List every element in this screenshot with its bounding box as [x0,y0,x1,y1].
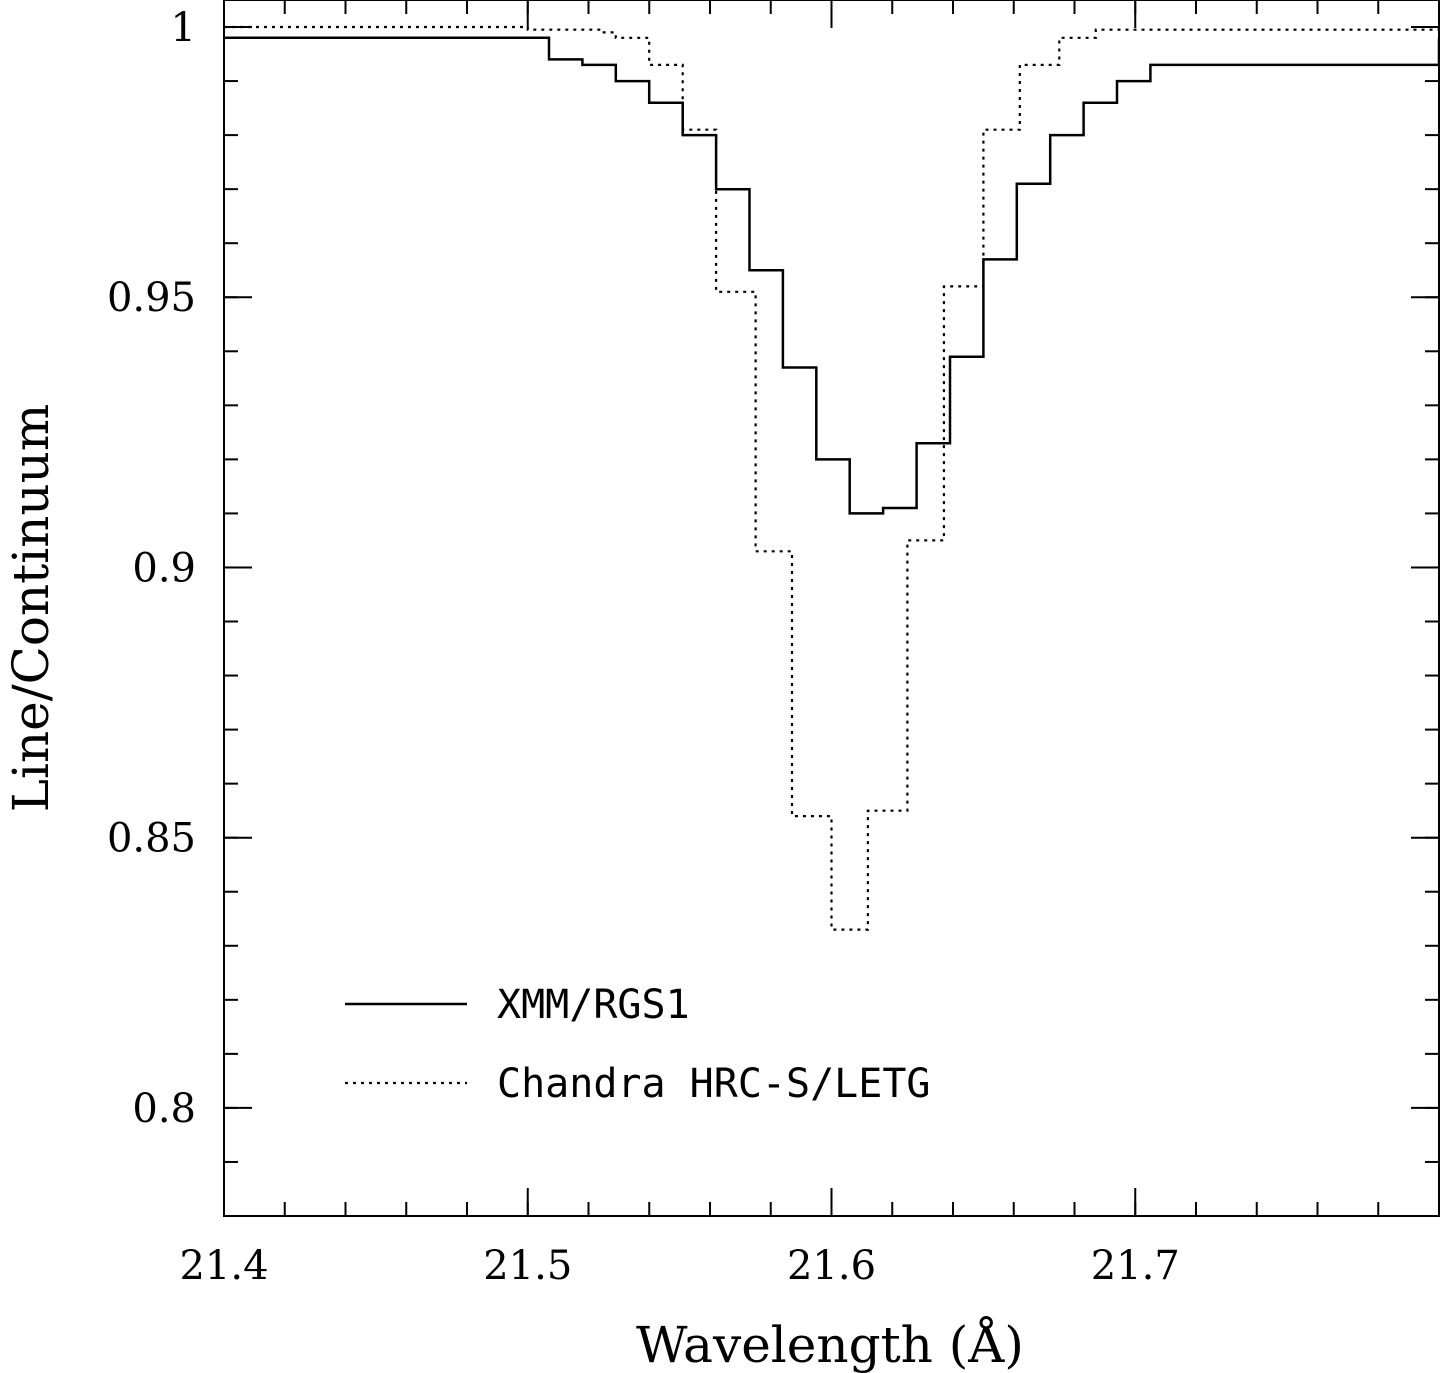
x-tick-label: 21.4 [179,1243,268,1289]
y-tick-label: 0.85 [107,816,196,862]
y-tick-label: 0.8 [132,1086,196,1132]
y-tick-label: 0.95 [107,275,196,321]
y-tick-label: 1 [171,5,196,51]
tick-labels: 21.4 21.5 21.6 21.7 0.8 0.85 0.9 0.95 1 [107,5,1180,1289]
x-tick-label: 21.7 [1091,1243,1180,1289]
legend-label-chandra-letg: Chandra HRC-S/LETG [497,1061,930,1107]
series-line-xmm-rgs1 [224,36,1440,515]
x-axis-label: Wavelength (Å) [636,1315,1024,1373]
x-tick-label: 21.6 [787,1243,876,1289]
legend: XMM/RGS1 Chandra HRC-S/LETG [345,982,930,1107]
x-tick-label: 21.5 [483,1243,572,1289]
series-line-chandra-letg [224,25,1440,931]
plot-frame [223,0,1440,1217]
minor-ticks [224,0,1439,1217]
legend-label-xmm-rgs1: XMM/RGS1 [497,982,690,1028]
y-axis-label: Line/Continuum [2,404,60,813]
y-tick-label: 0.9 [132,545,196,591]
series-lines [224,25,1440,931]
major-ticks [223,0,1439,1216]
